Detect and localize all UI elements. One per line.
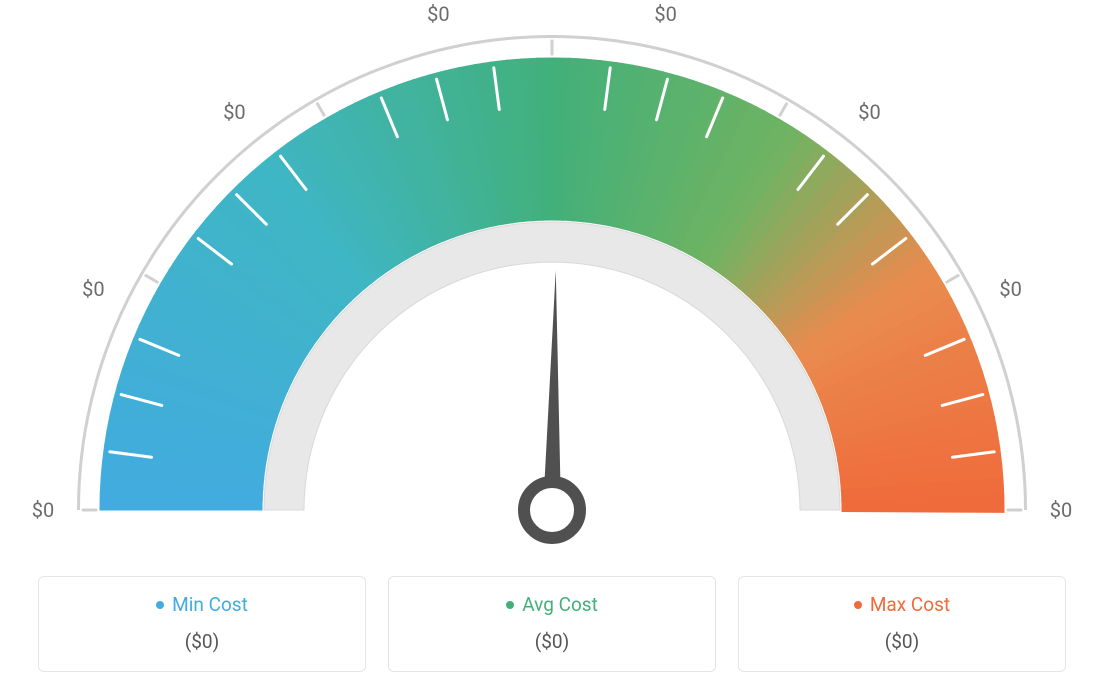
legend-label-max: Max Cost (870, 593, 950, 616)
gauge-tick-label: $0 (427, 2, 449, 26)
legend-card-min: Min Cost ($0) (38, 576, 366, 672)
legend-title-max: Max Cost (854, 593, 950, 616)
legend-label-min: Min Cost (172, 593, 248, 616)
legend-card-avg: Avg Cost ($0) (388, 576, 716, 672)
legend-value-max: ($0) (751, 630, 1053, 653)
legend-label-avg: Avg Cost (522, 593, 598, 616)
gauge-svg (22, 10, 1082, 570)
legend-title-avg: Avg Cost (506, 593, 598, 616)
legend-card-max: Max Cost ($0) (738, 576, 1066, 672)
gauge-tick-label: $0 (858, 100, 880, 124)
legend-title-min: Min Cost (156, 593, 248, 616)
legend-dot-icon (506, 601, 514, 609)
gauge-tick-label: $0 (223, 100, 245, 124)
legend-dot-icon (854, 601, 862, 609)
gauge-area: $0 $0 $0 $0 $0 $0 $0 $0 (0, 0, 1104, 560)
gauge-tick-label: $0 (1050, 498, 1072, 522)
legend-dot-icon (156, 601, 164, 609)
gauge-tick-label: $0 (654, 2, 676, 26)
gauge-tick-label: $0 (32, 498, 54, 522)
gauge-tick-label: $0 (999, 277, 1021, 301)
gauge-tick-label: $0 (82, 277, 104, 301)
legend-value-avg: ($0) (401, 630, 703, 653)
legend-value-min: ($0) (51, 630, 353, 653)
gauge-chart-container: $0 $0 $0 $0 $0 $0 $0 $0 Min Cost ($0) Avg Cost … (0, 0, 1104, 690)
legend-row: Min Cost ($0) Avg Cost ($0) Max Cost ($0… (38, 576, 1066, 672)
